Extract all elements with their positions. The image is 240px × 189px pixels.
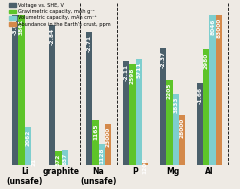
Text: -2.11: -2.11: [124, 64, 129, 81]
Bar: [123, 61, 129, 165]
Bar: [203, 50, 210, 165]
Bar: [18, 15, 24, 165]
Text: -2.37: -2.37: [161, 51, 166, 68]
Bar: [61, 150, 68, 165]
Text: 5711: 5711: [136, 62, 141, 78]
Bar: [55, 151, 61, 165]
Text: -2.71: -2.71: [87, 35, 92, 52]
Bar: [173, 94, 179, 165]
Text: 3833: 3833: [173, 97, 178, 113]
Text: 2205: 2205: [167, 83, 172, 99]
Text: 1128: 1128: [99, 147, 104, 164]
Text: 21: 21: [31, 158, 36, 166]
Text: 23000: 23000: [105, 127, 110, 147]
Bar: [136, 59, 142, 165]
Bar: [179, 115, 185, 165]
Bar: [197, 83, 203, 165]
Text: 837: 837: [62, 153, 67, 165]
Text: -2.84: -2.84: [50, 28, 55, 45]
Text: -3.04: -3.04: [13, 18, 18, 35]
Text: 2980: 2980: [204, 53, 209, 69]
Text: 8046: 8046: [210, 18, 215, 35]
Bar: [160, 48, 166, 165]
Bar: [24, 127, 31, 165]
Bar: [49, 25, 55, 165]
Text: 1200: 1200: [143, 158, 147, 174]
Bar: [142, 163, 148, 165]
Text: 1165: 1165: [93, 123, 98, 140]
Bar: [92, 120, 99, 165]
Bar: [86, 32, 92, 165]
Text: 28000: 28000: [180, 118, 184, 138]
Legend: Voltage vs. SHE, V, Gravimetric capacity, mAh g⁻¹, Volumetric capacity, mAh cm⁻³: Voltage vs. SHE, V, Gravimetric capacity…: [9, 2, 111, 27]
Text: -1.66: -1.66: [198, 86, 203, 104]
Bar: [166, 80, 173, 165]
Text: 2598: 2598: [130, 67, 135, 84]
Bar: [105, 124, 111, 165]
Bar: [216, 15, 222, 165]
Text: 83000: 83000: [216, 18, 222, 38]
Bar: [210, 15, 216, 165]
Bar: [129, 64, 136, 165]
Text: 2062: 2062: [25, 130, 30, 146]
Bar: [99, 144, 105, 165]
Text: 3861: 3861: [19, 18, 24, 35]
Bar: [12, 15, 18, 165]
Text: 372: 372: [56, 154, 61, 166]
